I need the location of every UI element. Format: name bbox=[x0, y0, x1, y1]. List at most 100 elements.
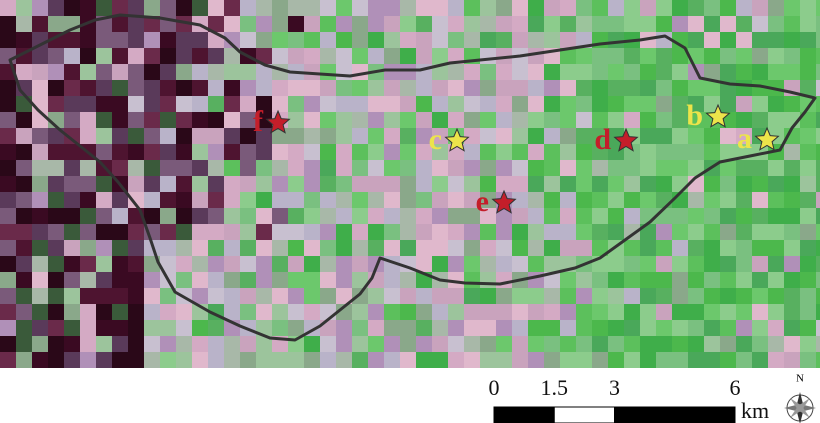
pixel bbox=[800, 32, 816, 48]
pixel bbox=[768, 320, 784, 336]
pixel bbox=[720, 48, 736, 64]
pixel bbox=[624, 0, 640, 16]
pixel bbox=[752, 256, 768, 272]
pixel bbox=[256, 16, 272, 32]
pixel bbox=[544, 160, 560, 176]
pixel bbox=[384, 160, 400, 176]
pixel bbox=[656, 48, 672, 64]
map: abcdef 01.536km N bbox=[0, 0, 820, 423]
pixel bbox=[640, 240, 656, 256]
pixel bbox=[80, 352, 96, 368]
pixel bbox=[64, 208, 80, 224]
pixel bbox=[384, 208, 400, 224]
pixel bbox=[736, 48, 752, 64]
pixel bbox=[304, 144, 320, 160]
pixel bbox=[416, 320, 432, 336]
site-label: c bbox=[429, 123, 442, 156]
pixel bbox=[48, 288, 64, 304]
pixel bbox=[272, 240, 288, 256]
pixel bbox=[784, 48, 800, 64]
pixel bbox=[352, 256, 368, 272]
pixel bbox=[704, 352, 720, 368]
pixel bbox=[320, 304, 336, 320]
pixel bbox=[608, 32, 624, 48]
pixel bbox=[64, 304, 80, 320]
pixel bbox=[656, 320, 672, 336]
pixel bbox=[496, 0, 512, 16]
pixel bbox=[800, 320, 816, 336]
pixel bbox=[0, 112, 16, 128]
pixel bbox=[720, 32, 736, 48]
site-label: a bbox=[737, 122, 752, 155]
pixel bbox=[736, 160, 752, 176]
pixel bbox=[112, 304, 128, 320]
pixel bbox=[112, 320, 128, 336]
pixel bbox=[224, 304, 240, 320]
pixel bbox=[272, 256, 288, 272]
pixel bbox=[544, 176, 560, 192]
pixel bbox=[560, 32, 576, 48]
pixel bbox=[32, 288, 48, 304]
pixel bbox=[656, 80, 672, 96]
pixel bbox=[160, 352, 176, 368]
pixel bbox=[336, 64, 352, 80]
pixel bbox=[176, 240, 192, 256]
pixel bbox=[304, 16, 320, 32]
pixel bbox=[192, 256, 208, 272]
pixel bbox=[288, 112, 304, 128]
pixel bbox=[688, 192, 704, 208]
pixel bbox=[528, 128, 544, 144]
pixel bbox=[704, 208, 720, 224]
pixel bbox=[448, 304, 464, 320]
pixel bbox=[64, 96, 80, 112]
pixel bbox=[640, 144, 656, 160]
pixel bbox=[400, 144, 416, 160]
pixel bbox=[512, 16, 528, 32]
pixel bbox=[752, 320, 768, 336]
pixel bbox=[240, 16, 256, 32]
pixel bbox=[240, 352, 256, 368]
pixel bbox=[672, 16, 688, 32]
pixel bbox=[192, 192, 208, 208]
pixel bbox=[816, 320, 820, 336]
pixel bbox=[528, 0, 544, 16]
pixel bbox=[704, 32, 720, 48]
pixel bbox=[784, 176, 800, 192]
pixel bbox=[736, 16, 752, 32]
pixel bbox=[80, 192, 96, 208]
pixel bbox=[640, 288, 656, 304]
pixel bbox=[336, 32, 352, 48]
pixel bbox=[624, 80, 640, 96]
pixel bbox=[0, 32, 16, 48]
pixel bbox=[800, 352, 816, 368]
pixel bbox=[512, 320, 528, 336]
pixel bbox=[800, 208, 816, 224]
pixel bbox=[688, 256, 704, 272]
pixel bbox=[16, 224, 32, 240]
scale-unit: km bbox=[741, 398, 769, 423]
pixel bbox=[384, 288, 400, 304]
pixel bbox=[800, 0, 816, 16]
pixel bbox=[512, 288, 528, 304]
pixel bbox=[272, 48, 288, 64]
pixel bbox=[96, 256, 112, 272]
pixel bbox=[592, 96, 608, 112]
pixel bbox=[608, 288, 624, 304]
pixel bbox=[160, 336, 176, 352]
pixel bbox=[816, 336, 820, 352]
pixel bbox=[432, 352, 448, 368]
pixel bbox=[96, 208, 112, 224]
pixel bbox=[336, 144, 352, 160]
pixel bbox=[48, 192, 64, 208]
pixel bbox=[80, 272, 96, 288]
pixel bbox=[384, 112, 400, 128]
pixel bbox=[208, 320, 224, 336]
pixel bbox=[80, 64, 96, 80]
pixel bbox=[224, 112, 240, 128]
pixel bbox=[816, 208, 820, 224]
pixel bbox=[592, 80, 608, 96]
pixel bbox=[128, 160, 144, 176]
pixel bbox=[192, 208, 208, 224]
pixel bbox=[160, 144, 176, 160]
pixel bbox=[576, 304, 592, 320]
